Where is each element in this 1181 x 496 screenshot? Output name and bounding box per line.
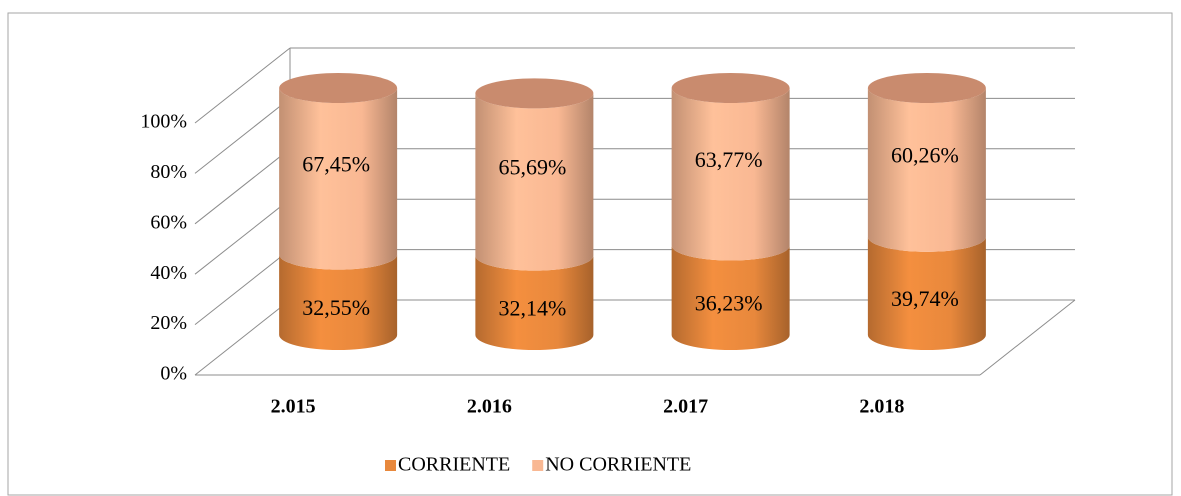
- bar-segment: [671, 245, 790, 350]
- bar-segment: [475, 255, 594, 350]
- legend-swatch: [532, 460, 544, 471]
- y-tick-label: 100%: [140, 111, 187, 133]
- x-tick-label: 2.016: [467, 396, 512, 418]
- x-tick-label: 2.018: [859, 396, 904, 418]
- data-label: 32,14%: [498, 295, 566, 320]
- x-tick-label: 2.017: [663, 396, 708, 418]
- data-label: 63,77%: [695, 147, 763, 172]
- x-tick-label: 2.015: [271, 396, 316, 418]
- bar-segment: [279, 88, 398, 270]
- y-tick-label: 20%: [150, 312, 187, 334]
- cylinder-top: [671, 73, 790, 103]
- grid-line: [194, 47, 291, 124]
- grid-line: [194, 148, 291, 225]
- y-tick-label: 60%: [150, 211, 187, 233]
- grid-line: [194, 198, 291, 275]
- cylinder-top: [279, 73, 398, 103]
- data-label: 65,69%: [498, 155, 566, 180]
- grid-line: [194, 299, 291, 376]
- grid-line: [194, 98, 291, 174]
- data-label: 36,23%: [695, 290, 763, 315]
- data-label: 32,55%: [302, 295, 370, 320]
- data-label: 60,26%: [891, 142, 959, 167]
- bar-segment: [279, 254, 398, 350]
- legend-label: CORRIENTE: [398, 454, 510, 476]
- y-tick-label: 80%: [150, 161, 187, 183]
- grid-line: [194, 249, 291, 325]
- data-label: 39,74%: [891, 286, 959, 311]
- bar-segment: [475, 93, 594, 271]
- bar-segment: [671, 88, 790, 261]
- cylinder-top: [475, 78, 594, 109]
- floor-right-edge: [979, 299, 1076, 376]
- cylinder-top: [867, 73, 986, 103]
- y-tick-label: 0%: [160, 363, 187, 385]
- bar-segment: [867, 88, 986, 252]
- y-tick-label: 40%: [150, 262, 187, 284]
- data-label: 67,45%: [302, 151, 370, 176]
- legend-swatch: [385, 460, 396, 471]
- legend-label: NO CORRIENTE: [545, 454, 691, 476]
- bar-segment: [867, 236, 986, 350]
